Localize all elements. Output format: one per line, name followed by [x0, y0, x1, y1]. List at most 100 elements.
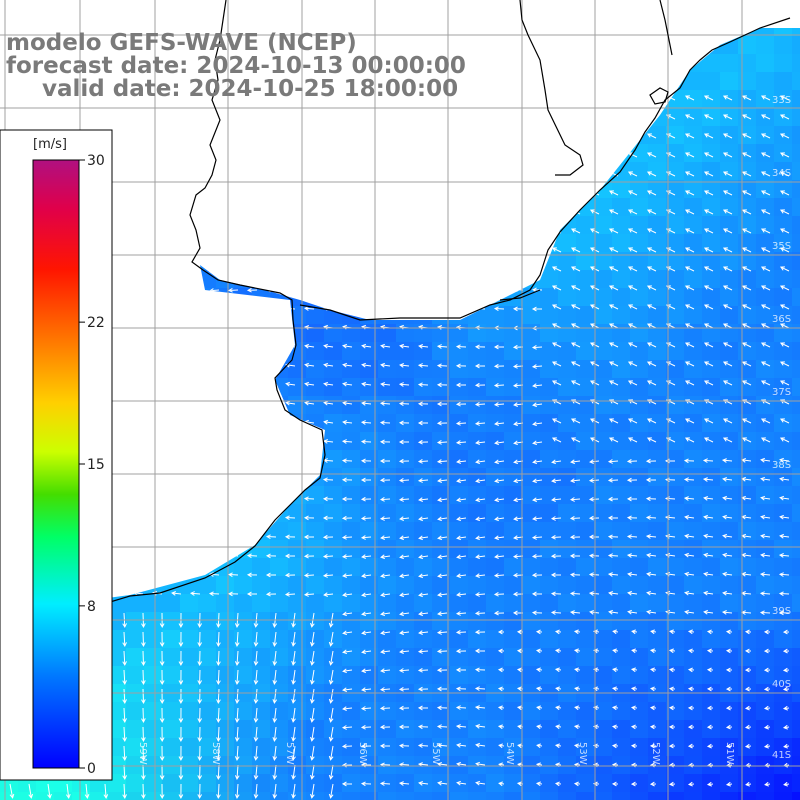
wind-speed-cell: [540, 414, 558, 432]
wind-speed-cell: [468, 576, 486, 594]
wind-speed-cell: [540, 504, 558, 522]
wind-vector-arrow: [631, 629, 638, 635]
border-line-2: [659, 0, 673, 56]
wind-speed-cell: [630, 252, 648, 270]
wind-vector-arrow: [474, 686, 486, 691]
wind-speed-cell: [576, 630, 594, 648]
wind-speed-cell: [576, 252, 594, 270]
wind-vector-arrow: [475, 535, 486, 541]
wind-speed-cell: [288, 666, 306, 684]
wind-speed-cell: [792, 594, 800, 612]
wind-speed-cell: [522, 648, 540, 666]
wind-vector-arrow: [253, 764, 259, 780]
wind-speed-cell: [792, 28, 800, 36]
wind-speed-cell: [612, 234, 630, 252]
wind-speed-cell: [702, 126, 720, 144]
wind-vector-arrow: [398, 781, 410, 786]
wind-vector-arrow: [216, 707, 221, 724]
wind-vector-arrow: [498, 781, 505, 787]
wind-speed-cell: [666, 360, 684, 378]
wind-speed-cell: [234, 720, 252, 738]
wind-vector-arrow: [684, 171, 695, 177]
wind-vector-arrow: [536, 724, 543, 730]
wind-speed-cell: [666, 558, 684, 576]
wind-speed-cell: [684, 162, 702, 180]
wind-speed-cell: [450, 738, 468, 756]
border-line-1: [519, 0, 584, 176]
wind-speed-cell: [324, 612, 342, 630]
wind-speed-cell: [612, 738, 630, 756]
wind-speed-cell: [540, 270, 558, 288]
wind-vector-arrow: [760, 437, 771, 443]
wind-vector-arrow: [760, 418, 771, 424]
wind-speed-cell: [306, 612, 324, 630]
wind-vector-arrow: [455, 705, 467, 710]
wind-speed-cell: [234, 558, 252, 576]
wind-speed-cell: [738, 720, 756, 738]
wind-speed-cell: [738, 594, 756, 612]
wind-vector-arrow: [550, 610, 562, 615]
coastline: [0, 0, 791, 629]
wind-vector-arrow: [687, 743, 695, 749]
wind-speed-cell: [288, 648, 306, 666]
wind-vector-arrow: [399, 516, 410, 521]
wind-speed-cell: [792, 144, 800, 162]
wind-vector-arrow: [417, 667, 429, 673]
wind-speed-cell: [684, 738, 702, 756]
wind-speed-cell: [720, 162, 738, 180]
wind-speed-cell: [576, 432, 594, 450]
wind-speed-cell: [666, 486, 684, 504]
wind-vector-arrow: [630, 667, 638, 673]
longitude-label: 51W: [724, 742, 735, 765]
wind-speed-cell: [720, 576, 738, 594]
wind-vector-arrow: [531, 306, 542, 312]
lagoon-shape: [649, 87, 669, 105]
wind-vector-arrow: [272, 669, 278, 685]
wind-speed-cell: [630, 216, 648, 234]
wind-speed-cell: [774, 360, 792, 378]
wind-speed-cell: [792, 486, 800, 504]
wind-vector-arrow: [328, 764, 334, 780]
wind-speed-cell: [450, 792, 468, 800]
wind-vector-arrow: [227, 591, 239, 597]
wind-speed-cell: [666, 432, 684, 450]
wind-speed-cell: [774, 594, 792, 612]
wind-speed-cell: [576, 414, 594, 432]
wind-speed-cell: [414, 576, 432, 594]
wind-speed-cell: [342, 648, 360, 666]
wind-vector-arrow: [551, 380, 562, 386]
wind-speed-cell: [396, 612, 414, 630]
wind-speed-cell: [162, 702, 180, 720]
wind-vector-arrow: [649, 724, 657, 730]
wind-speed-cell: [540, 558, 558, 576]
wind-speed-cell: [450, 342, 468, 360]
wind-vector-arrow: [608, 609, 619, 615]
wind-speed-cell: [486, 630, 504, 648]
wind-speed-cell: [288, 702, 306, 720]
wind-speed-cell: [216, 666, 234, 684]
wind-speed-cell: [288, 540, 306, 558]
wind-speed-cell: [702, 162, 720, 180]
wind-speed-cell: [594, 630, 612, 648]
wind-vector-arrow: [531, 364, 543, 369]
wind-speed-cell: [774, 720, 792, 738]
wind-speed-cell: [414, 738, 432, 756]
wind-vector-arrow: [703, 361, 714, 367]
wind-speed-cell: [216, 576, 234, 594]
latitude-label: 35S: [772, 241, 791, 252]
wind-speed-cell: [774, 28, 792, 36]
wind-vector-arrow: [725, 781, 733, 787]
wind-vector-arrow: [722, 266, 733, 272]
wind-speed-cell: [468, 702, 486, 720]
wind-speed-cell: [378, 648, 396, 666]
wind-vector-arrow: [398, 458, 410, 464]
wind-vector-arrow: [706, 705, 714, 711]
wind-vector-arrow: [310, 745, 315, 761]
wind-vector-arrow: [291, 745, 296, 761]
wind-vector-arrow: [474, 705, 486, 710]
wind-speed-cell: [522, 702, 540, 720]
wind-vector-arrow: [341, 743, 353, 749]
wind-speed-cell: [198, 612, 216, 630]
wind-vector-arrow: [310, 783, 315, 799]
wind-speed-cell: [648, 702, 666, 720]
